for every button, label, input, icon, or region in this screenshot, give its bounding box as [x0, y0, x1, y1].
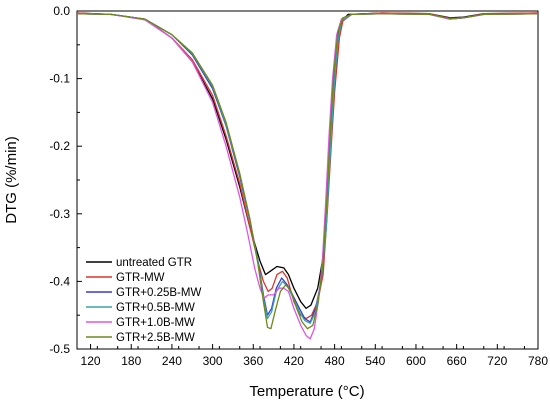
x-tick-label: 420	[284, 354, 304, 368]
x-tick-label: 720	[487, 354, 507, 368]
x-tick-label: 480	[325, 354, 345, 368]
y-tick-label: -0.1	[49, 72, 70, 86]
x-tick-label: 780	[528, 354, 548, 368]
legend-label: untreated GTR	[116, 257, 192, 269]
x-tick-label: 120	[81, 354, 101, 368]
y-axis-ticks: 0.0 -0.1 -0.2 -0.3 -0.4 -0.5	[49, 4, 82, 356]
legend-label: GTR+2.5B-MW	[116, 332, 195, 344]
y-axis-title: DTG (%/min)	[3, 136, 20, 224]
x-tick-label: 240	[162, 354, 182, 368]
y-tick-label: -0.4	[49, 274, 70, 288]
x-tick-label: 300	[203, 354, 223, 368]
x-tick-label: 180	[121, 354, 141, 368]
x-tick-label: 540	[365, 354, 385, 368]
series-lines	[76, 12, 539, 340]
legend-label: GTR+0.25B-MW	[116, 287, 201, 299]
x-tick-label: 360	[243, 354, 263, 368]
legend-label: GTR+0.5B-MW	[116, 302, 195, 314]
legend: untreated GTR GTR-MW GTR+0.25B-MW GTR+0.5B-…	[86, 257, 201, 344]
x-tick-label: 600	[406, 354, 426, 368]
y-tick-label: -0.5	[49, 342, 70, 356]
legend-label: GTR-MW	[116, 272, 165, 284]
x-axis-ticks: 120 180 240 300 360 420 480 540 600 660 720 780	[81, 344, 548, 368]
x-axis-title: Temperature (°C)	[249, 383, 364, 400]
y-tick-label: 0.0	[53, 4, 70, 18]
y-tick-label: -0.2	[49, 139, 70, 153]
series-line-5	[76, 13, 539, 330]
x-tick-label: 660	[447, 354, 467, 368]
legend-label: GTR+1.0B-MW	[116, 317, 195, 329]
y-tick-label: -0.3	[49, 207, 70, 221]
